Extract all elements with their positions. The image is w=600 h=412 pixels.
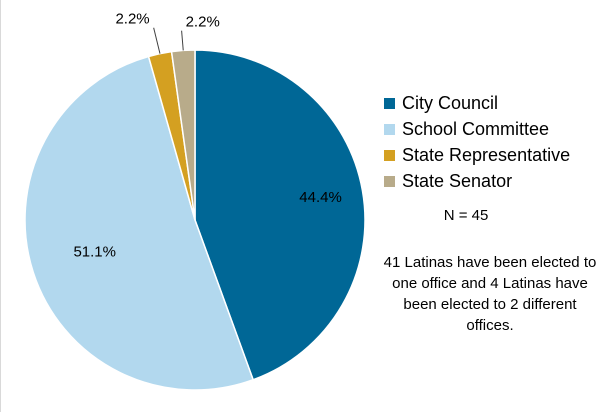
- leader-line-state-senator: [181, 30, 184, 51]
- legend: City Council School Committee State Repr…: [384, 90, 570, 194]
- data-label-state-senator: 2.2%: [186, 14, 220, 31]
- leader-line-state-representative: [153, 27, 161, 54]
- data-label-state-representative: 2.2%: [115, 11, 149, 28]
- legend-item-state-representative: State Representative: [384, 142, 570, 168]
- legend-item-state-senator: State Senator: [384, 168, 570, 194]
- legend-swatch: [384, 123, 395, 135]
- legend-label: State Representative: [402, 144, 571, 165]
- legend-label: State Senator: [402, 170, 513, 191]
- data-label-school-committee: 51.1%: [73, 243, 116, 260]
- data-label-city-council: 44.4%: [299, 189, 342, 206]
- legend-label: School Committee: [402, 118, 550, 139]
- legend-swatch: [384, 149, 395, 161]
- legend-label: City Council: [402, 92, 499, 113]
- footnote: 41 Latinas have been elected to one offi…: [383, 254, 597, 334]
- pie-slice-city-council: [194, 49, 366, 381]
- legend-swatch: [384, 97, 395, 109]
- sample-size-label: N = 45: [443, 207, 489, 224]
- legend-item-school-committee: School Committee: [384, 116, 570, 142]
- pie-slice-school-committee: [24, 55, 255, 391]
- legend-swatch: [384, 175, 395, 187]
- legend-item-city-council: City Council: [384, 90, 570, 116]
